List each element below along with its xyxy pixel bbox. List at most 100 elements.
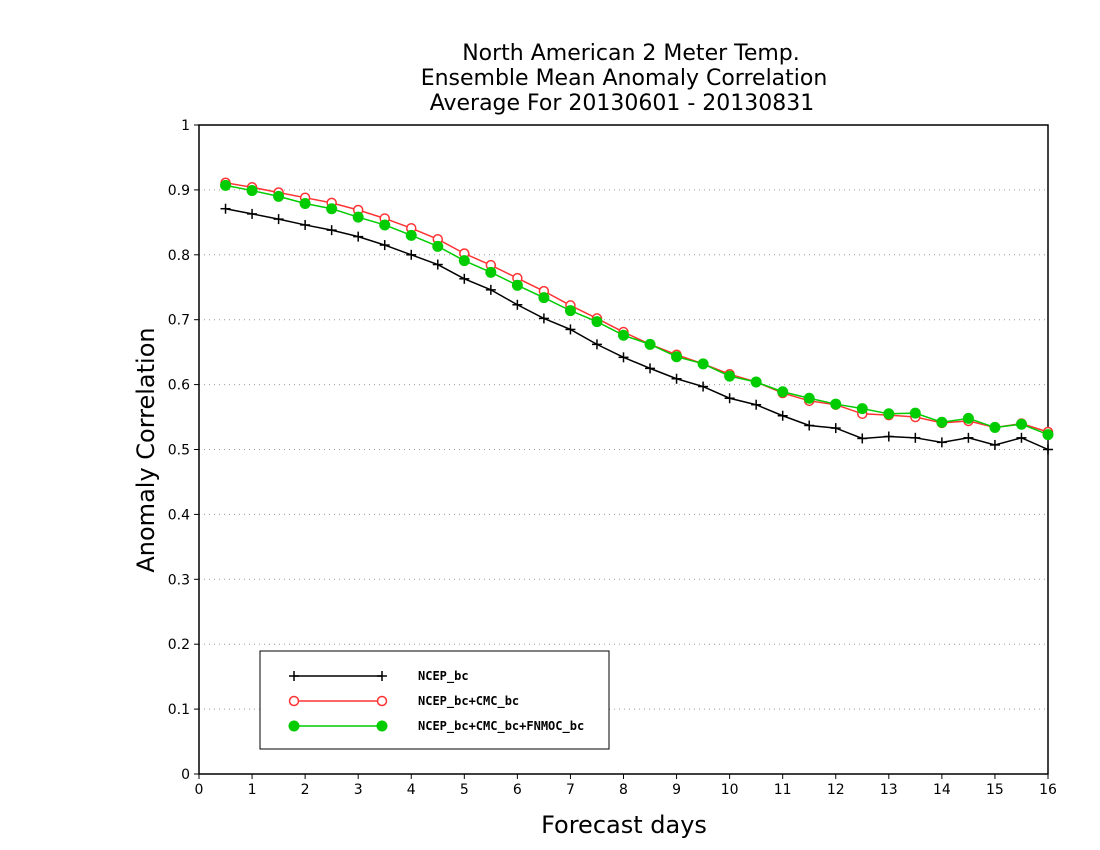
x-tick-label: 10 <box>721 782 739 798</box>
data-point <box>645 363 656 374</box>
data-point <box>1043 444 1053 455</box>
x-tick-label: 11 <box>774 782 792 798</box>
data-point <box>618 352 629 363</box>
data-point <box>1016 432 1027 443</box>
data-point <box>432 259 443 270</box>
data-point <box>485 266 497 278</box>
legend-label: NCEP_bc <box>418 669 469 684</box>
data-point <box>591 339 602 350</box>
data-point <box>1015 418 1027 430</box>
y-tick-label: 0.6 <box>168 378 190 394</box>
data-point <box>857 433 868 444</box>
data-point <box>379 240 390 251</box>
x-tick-label: 14 <box>933 782 951 798</box>
data-point <box>909 407 921 419</box>
data-point <box>405 229 417 241</box>
data-point <box>511 279 523 291</box>
series-line <box>225 184 1049 436</box>
data-point <box>777 410 788 421</box>
legend-label: NCEP_bc+CMC_bc <box>418 694 519 709</box>
data-point <box>273 214 284 225</box>
x-axis-label: Forecast days <box>541 811 707 839</box>
data-point <box>989 439 1000 450</box>
data-point <box>247 208 258 219</box>
axis-ticks: 00.10.20.30.40.50.60.70.80.910 1 2 3 4 5 6 7 8 9 1… <box>168 118 1057 798</box>
legend-item: NCEP_bc <box>289 669 469 684</box>
y-tick-label: 0.2 <box>168 637 190 653</box>
y-tick-label: 1 <box>181 118 190 134</box>
x-tick-label: 2 <box>301 782 310 798</box>
legend-box <box>259 650 610 750</box>
data-point <box>671 351 683 363</box>
grid-lines <box>199 189 1048 710</box>
chart-title: North American 2 Meter Temp. Ensemble Me… <box>421 41 828 116</box>
legend-marker <box>288 720 300 732</box>
x-tick-label: 12 <box>827 782 845 798</box>
data-point <box>910 432 921 443</box>
y-tick-label: 0.4 <box>168 507 190 523</box>
chart-title-line-1: North American 2 Meter Temp. <box>462 41 800 66</box>
data-point <box>299 198 311 210</box>
chart-title-line-2: Ensemble Mean Anomaly Correlation <box>421 66 828 91</box>
data-point <box>644 338 656 350</box>
data-point <box>591 316 603 328</box>
legend-items: NCEP_bc NCEP_bc+CMC_bc NCEP_bc+CMC_bc+FNMO… <box>288 669 584 734</box>
y-tick-label: 0 <box>181 767 190 783</box>
series-0 <box>220 203 1053 455</box>
data-point <box>538 292 550 304</box>
y-axis-label: Anomaly Correlation <box>132 327 160 572</box>
legend-marker <box>377 671 387 681</box>
data-point <box>989 421 1001 433</box>
series-2 <box>220 179 1054 441</box>
y-tick-label: 0.1 <box>168 702 190 718</box>
y-tick-label: 0.8 <box>168 248 190 264</box>
data-point <box>458 255 470 267</box>
data-point <box>724 370 736 382</box>
data-point <box>432 240 444 252</box>
legend-marker <box>376 720 388 732</box>
legend-label: NCEP_bc+CMC_bc+FNMOC_bc <box>418 719 584 734</box>
data-point <box>565 324 576 335</box>
chart-title-line-3: Average For 20130601 - 20130831 <box>430 91 815 116</box>
data-point <box>485 284 496 295</box>
data-point <box>538 313 549 324</box>
data-point <box>724 393 735 404</box>
data-point <box>830 398 842 410</box>
legend-item: NCEP_bc+CMC_bc <box>288 694 519 709</box>
data-point <box>803 392 815 404</box>
data-point <box>856 403 868 415</box>
x-tick-label: 0 <box>195 782 204 798</box>
data-point <box>936 437 947 448</box>
series-line <box>225 207 1049 451</box>
data-point <box>750 376 762 388</box>
legend-marker <box>288 695 300 707</box>
data-point <box>963 432 974 443</box>
data-point <box>564 305 576 317</box>
data-point <box>697 358 709 370</box>
x-tick-label: 8 <box>619 782 628 798</box>
x-tick-label: 4 <box>407 782 416 798</box>
data-point <box>353 231 364 242</box>
x-tick-label: 7 <box>566 782 575 798</box>
data-point <box>300 219 311 230</box>
y-tick-label: 0.3 <box>168 572 190 588</box>
data-point <box>220 203 231 214</box>
data-point <box>352 211 364 223</box>
data-point <box>273 190 285 202</box>
data-point <box>936 416 948 428</box>
x-tick-label: 1 <box>248 782 257 798</box>
data-point <box>883 408 895 420</box>
x-tick-label: 6 <box>513 782 522 798</box>
data-point <box>406 249 417 260</box>
data-point <box>962 412 974 424</box>
legend-marker <box>289 671 299 681</box>
data-point <box>804 420 815 431</box>
x-tick-label: 9 <box>672 782 681 798</box>
data-point <box>326 225 337 236</box>
series-layer <box>220 177 1054 455</box>
data-point <box>777 386 789 398</box>
data-point <box>883 431 894 442</box>
x-tick-label: 15 <box>986 782 1004 798</box>
data-point <box>671 373 682 384</box>
